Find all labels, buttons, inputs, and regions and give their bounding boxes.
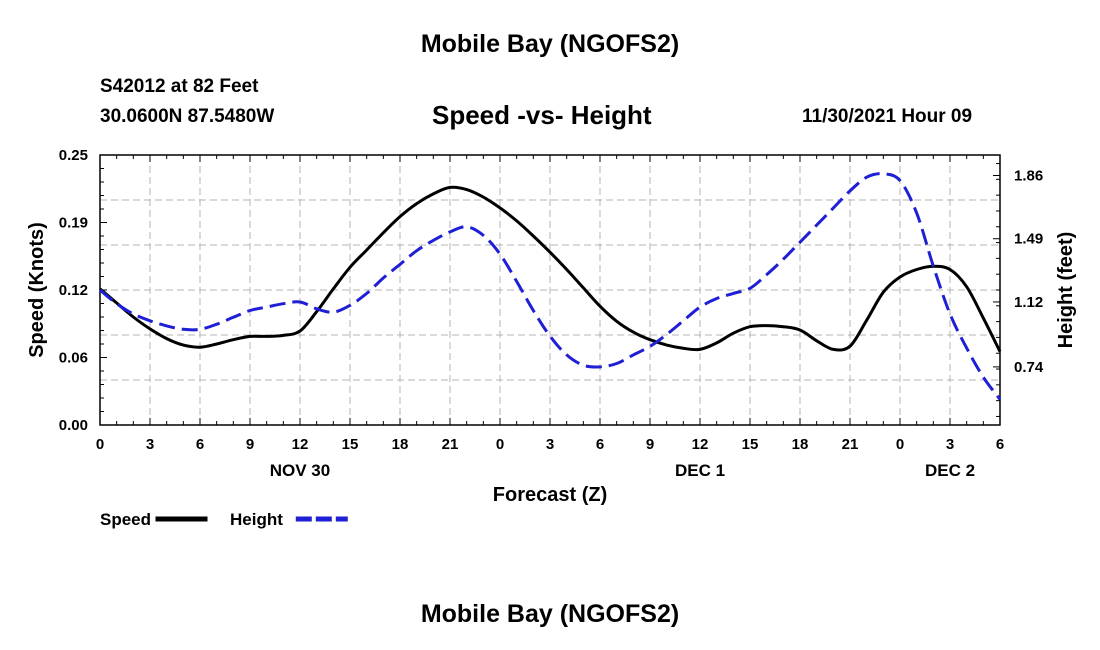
legend-label-speed: Speed — [100, 510, 151, 529]
x-tick-label: 21 — [842, 436, 859, 453]
x-day-label: NOV 30 — [270, 461, 330, 480]
y2-axis-label: Height (feet) — [1055, 232, 1077, 349]
x-tick-label: 18 — [392, 436, 409, 453]
x-tick-label: 9 — [646, 436, 654, 453]
y2-tick-label: 1.12 — [1014, 294, 1043, 311]
forecast-date: 11/30/2021 Hour 09 — [802, 106, 973, 127]
y-tick-label: 0.12 — [59, 282, 88, 299]
y-tick-label: 0.19 — [59, 215, 88, 232]
y-tick-label: 0.00 — [59, 417, 88, 434]
x-tick-label: 6 — [196, 436, 204, 453]
y-tick-label: 0.06 — [59, 350, 88, 367]
speed-series-line — [99, 185, 1002, 353]
grid-lines — [100, 155, 1000, 425]
x-tick-label: 21 — [442, 436, 459, 453]
x-tick-label: 0 — [496, 436, 504, 453]
x-tick-label: 6 — [596, 436, 604, 453]
x-tick-label: 3 — [546, 436, 554, 453]
station-label: S42012 at 82 Feet — [100, 76, 259, 97]
x-tick-label: 0 — [896, 436, 904, 453]
x-tick-label: 12 — [292, 436, 309, 453]
x-tick-label: 3 — [946, 436, 954, 453]
chart-title: Mobile Bay (NGOFS2) — [420, 30, 680, 58]
x-axis-label: Forecast (Z) — [493, 484, 607, 506]
x-tick-label: 15 — [342, 436, 359, 453]
y-axis-label: Speed (Knots) — [26, 222, 48, 358]
footer-title: Mobile Bay (NGOFS2) — [420, 600, 680, 628]
x-day-label: DEC 1 — [675, 461, 725, 480]
chart-subtitle: Speed -vs- Height — [432, 100, 652, 130]
height-series-line — [99, 172, 1002, 401]
legend-label-height: Height — [230, 510, 283, 529]
y2-tick-label: 1.49 — [1014, 231, 1043, 248]
station-coordinates: 30.0600N 87.5480W — [100, 106, 275, 127]
x-tick-label: 9 — [246, 436, 254, 453]
x-tick-label: 3 — [146, 436, 154, 453]
y2-tick-label: 1.86 — [1014, 168, 1043, 185]
x-day-label: DEC 2 — [925, 461, 975, 480]
x-tick-label: 6 — [996, 436, 1004, 453]
x-tick-label: 18 — [792, 436, 809, 453]
x-tick-label: 15 — [742, 436, 759, 453]
y2-tick-label: 0.74 — [1014, 359, 1044, 376]
x-tick-label: 12 — [692, 436, 709, 453]
x-tick-label: 0 — [96, 436, 104, 453]
y-tick-label: 0.25 — [59, 147, 88, 164]
